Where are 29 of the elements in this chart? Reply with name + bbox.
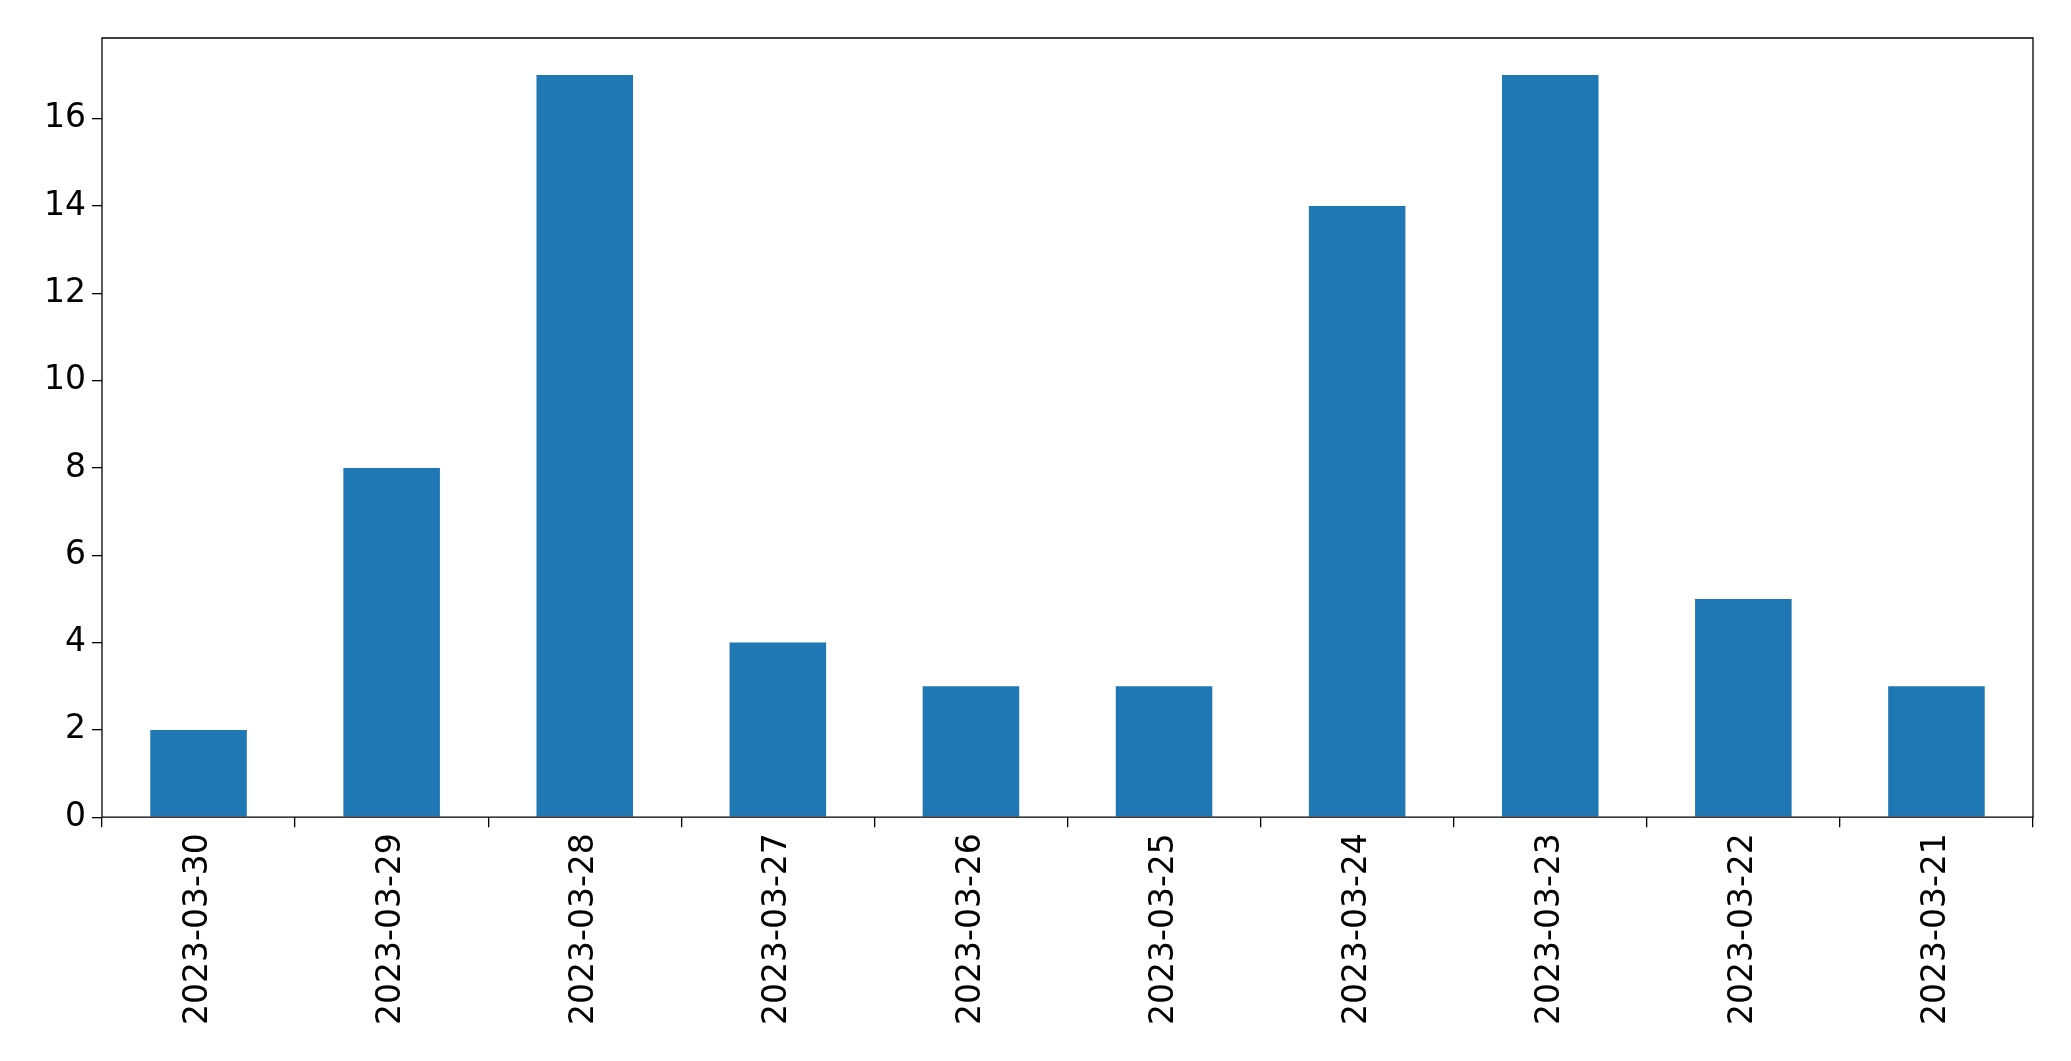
y-tick-label: 4	[64, 620, 86, 660]
x-tick-label: 2023-03-22	[1720, 833, 1760, 1025]
bar	[1888, 686, 1985, 817]
x-tick-label: 2023-03-27	[755, 833, 795, 1025]
x-tick-label: 2023-03-25	[1141, 833, 1181, 1025]
bar	[922, 686, 1020, 817]
bar	[150, 729, 247, 817]
bar	[1308, 206, 1406, 817]
y-tick-label: 10	[43, 358, 86, 398]
bar	[1695, 598, 1792, 817]
y-tick-label: 14	[43, 183, 86, 223]
y-tick-label: 12	[43, 270, 86, 310]
y-tick-label: 6	[64, 532, 86, 572]
x-tick-label: 2023-03-21	[1914, 833, 1954, 1025]
bar	[1501, 75, 1599, 817]
y-tick-label: 16	[43, 96, 86, 136]
y-tick-label: 8	[64, 445, 86, 485]
y-tick-label: 0	[64, 794, 86, 834]
x-tick-label: 2023-03-26	[948, 833, 988, 1025]
bar	[729, 642, 827, 817]
x-tick-label: 2023-03-28	[562, 833, 602, 1025]
x-tick-label: 2023-03-23	[1527, 833, 1567, 1025]
bar	[343, 467, 440, 817]
x-tick-label: 2023-03-30	[176, 833, 216, 1025]
x-tick-label: 2023-03-24	[1334, 833, 1374, 1025]
y-tick-label: 2	[64, 707, 86, 747]
bar	[536, 75, 634, 817]
x-tick-label: 2023-03-29	[369, 833, 409, 1025]
bar	[1115, 686, 1213, 817]
